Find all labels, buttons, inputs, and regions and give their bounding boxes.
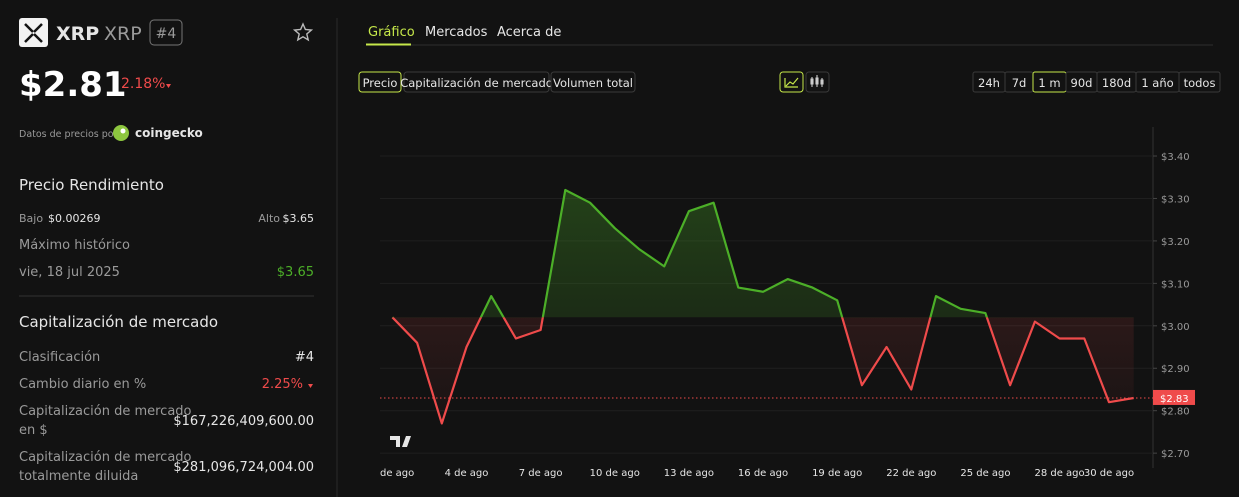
down-arrow (166, 84, 171, 88)
down-arrow (308, 384, 313, 388)
x-tick-label: 4 de ago (445, 468, 489, 479)
row-value: $281,096,724,004.00 (173, 460, 314, 475)
favorite-star[interactable] (292, 22, 314, 42)
metric-label: Capitalización de mercado (400, 76, 553, 90)
last-price-label: $2.83 (1160, 394, 1189, 405)
x-tick-label: 10 de ago (590, 468, 640, 479)
candle-icon (810, 75, 824, 87)
line-chart-button[interactable] (779, 71, 804, 93)
coingecko-logo (113, 125, 129, 141)
row-label: totalmente diluida (19, 469, 138, 484)
coin-name: XRP (56, 23, 99, 45)
line-icon (784, 77, 799, 88)
low-value: $0.00269 (48, 212, 101, 225)
range-buttons: 24h 7d 1 m 90d 180d 1 año todos (972, 71, 1221, 93)
x-tick-label: 7 de ago (519, 468, 563, 479)
tradingview-logo (390, 436, 411, 447)
y-tick-label: $3.00 (1161, 322, 1190, 333)
area-down (392, 317, 1134, 424)
metric-label: Precio (363, 76, 398, 90)
x-tick-label: 22 de ago (886, 468, 936, 479)
high-label: Alto (258, 212, 280, 225)
range-label: 180d (1102, 76, 1131, 90)
range-label: 1 m (1038, 76, 1060, 90)
market-cap-title: Capitalización de mercado (19, 313, 218, 331)
tabs: Gráfico Mercados Acerca de (366, 25, 561, 46)
row-label: Capitalización de mercado (19, 450, 192, 465)
metric-button[interactable] (550, 71, 636, 93)
y-tick-label: $3.20 (1161, 237, 1190, 248)
y-tick-label: $3.10 (1161, 279, 1190, 290)
ath-date: vie, 18 jul 2025 (19, 265, 120, 280)
price-line-up (392, 188, 989, 318)
metric-button[interactable] (403, 71, 550, 93)
range-label: 7d (1012, 76, 1027, 90)
area-up (392, 190, 1134, 318)
row-label: Capitalización de mercado (19, 404, 192, 419)
row-value: 2.25% (262, 377, 303, 392)
ath-label: Máximo histórico (19, 238, 130, 253)
row-label: en $ (19, 423, 48, 438)
low-label: Bajo (19, 212, 43, 225)
coingecko-eye (120, 128, 126, 134)
coin-symbol: XRP (104, 23, 142, 45)
range-label: todos (1184, 76, 1216, 90)
ath-value: $3.65 (277, 265, 314, 280)
market-cap-rows: Clasificación #4 Cambio diario en % 2.25% Ca… (19, 350, 314, 484)
last-price-tag (1153, 389, 1195, 405)
metric-button[interactable] (358, 71, 402, 93)
row-value: #4 (295, 350, 314, 365)
x-tick-label: 28 de ago (1034, 468, 1084, 479)
chart: $2.70 $2.80 $2.90 $3.00 $3.10 $3.20 $3.30 $3.40… (370, 127, 1195, 479)
row-label: Cambio diario en % (19, 377, 146, 392)
metric-label: Volumen total (553, 76, 633, 90)
logo (19, 18, 48, 47)
y-tick-label: $2.90 (1161, 364, 1190, 375)
x-axis-labels: 1 de ago 4 de ago 7 de ago 10 de ago 13 de a… (370, 468, 1134, 479)
range-label: 1 año (1141, 76, 1173, 90)
row-value: $167,226,409,600.00 (173, 414, 314, 429)
x-tick-label: 30 de ago (1084, 468, 1134, 479)
source-prefix: Datos de precios por (19, 129, 118, 140)
high-value: $3.65 (283, 212, 315, 225)
y-tick-label: $2.80 (1161, 407, 1190, 418)
range-label: 90d (1071, 76, 1093, 90)
x-tick-label: 25 de ago (960, 468, 1010, 479)
logo-mark (24, 23, 43, 43)
x-tick-label: 16 de ago (738, 468, 788, 479)
price-line-down (391, 317, 1134, 425)
y-tick-label: $3.40 (1161, 152, 1190, 163)
metric-buttons: Precio Capitalización de mercado Volumen t… (358, 71, 636, 93)
tab[interactable]: Gráfico (368, 25, 415, 40)
x-tick-label: 19 de ago (812, 468, 862, 479)
y-tick-label: $3.30 (1161, 194, 1190, 205)
price-change: 2.18% (121, 76, 165, 92)
tab[interactable]: Acerca de (497, 25, 561, 40)
rank-box (149, 19, 183, 46)
source-name[interactable]: coingecko (135, 126, 203, 140)
row-label: Clasificación (19, 350, 100, 365)
range-button[interactable] (1178, 71, 1221, 93)
x-tick-label: 13 de ago (664, 468, 714, 479)
price: $2.81 (19, 65, 127, 105)
performance-title: Precio Rendimiento (19, 176, 164, 194)
tab[interactable]: Mercados (425, 25, 488, 40)
rank: #4 (156, 26, 177, 42)
x-tick-label: 1 de ago (370, 468, 414, 479)
range-label: 24h (978, 76, 1000, 90)
y-tick-label: $2.70 (1161, 449, 1190, 460)
